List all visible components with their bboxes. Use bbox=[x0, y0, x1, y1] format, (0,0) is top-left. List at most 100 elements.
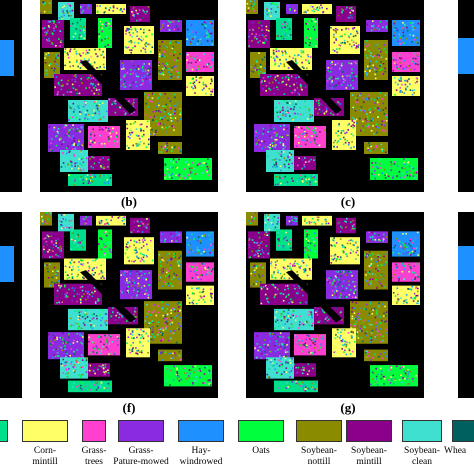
map-noise-pixel bbox=[376, 54, 379, 56]
map-noise-pixel bbox=[384, 305, 386, 308]
map-noise-pixel bbox=[211, 88, 214, 91]
map-noise-pixel bbox=[369, 273, 371, 275]
map-noise-pixel bbox=[176, 77, 179, 79]
map-noise-pixel bbox=[276, 89, 279, 92]
map-noise-pixel bbox=[370, 29, 373, 32]
map-noise-pixel bbox=[188, 238, 191, 241]
map-noise-pixel bbox=[162, 62, 164, 65]
map-noise-pixel bbox=[291, 284, 293, 287]
map-noise-pixel bbox=[313, 10, 315, 13]
map-noise-pixel bbox=[299, 107, 301, 109]
map-noise-pixel bbox=[45, 276, 48, 279]
map-noise-pixel bbox=[291, 216, 293, 218]
map-noise-pixel bbox=[402, 302, 405, 305]
map-noise-pixel bbox=[248, 246, 251, 249]
map-noise-pixel bbox=[99, 219, 101, 222]
map-noise-pixel bbox=[265, 234, 267, 237]
map-noise-pixel bbox=[401, 270, 404, 273]
map-noise-pixel bbox=[70, 248, 73, 250]
map-noise-pixel bbox=[97, 386, 99, 389]
map-noise-pixel bbox=[355, 45, 358, 47]
map-noise-pixel bbox=[382, 62, 385, 65]
map-noise-pixel bbox=[87, 60, 89, 63]
map-noise-pixel bbox=[294, 100, 297, 102]
map-noise-pixel bbox=[43, 6, 46, 8]
map-noise-pixel bbox=[277, 11, 279, 14]
map-noise-pixel bbox=[415, 57, 417, 60]
map-noise-pixel bbox=[82, 105, 85, 108]
map-noise-pixel bbox=[170, 108, 172, 110]
map-noise-pixel bbox=[371, 162, 373, 164]
map-noise-pixel bbox=[314, 21, 316, 23]
map-noise-pixel bbox=[351, 317, 353, 320]
map-noise-pixel bbox=[90, 140, 92, 142]
map-noise-pixel bbox=[88, 52, 90, 54]
map-noise-pixel bbox=[263, 67, 266, 69]
map-noise-pixel bbox=[359, 318, 362, 320]
map-noise-pixel bbox=[91, 65, 94, 67]
map-noise-pixel bbox=[335, 260, 337, 262]
map-noise-pixel bbox=[85, 371, 88, 373]
map-noise-pixel bbox=[52, 74, 55, 77]
map-noise-pixel bbox=[251, 219, 254, 222]
map-noise-pixel bbox=[368, 50, 371, 52]
map-noise-pixel bbox=[275, 340, 278, 342]
map-noise-pixel bbox=[75, 61, 78, 63]
map-noise-pixel bbox=[52, 248, 54, 250]
map-noise-pixel bbox=[176, 260, 179, 263]
map-noise-pixel bbox=[400, 80, 402, 82]
map-noise-pixel bbox=[310, 5, 312, 8]
map-noise-pixel bbox=[351, 14, 354, 16]
map-noise-pixel bbox=[278, 295, 281, 297]
map-noise-pixel bbox=[123, 75, 126, 78]
map-noise-pixel bbox=[88, 140, 91, 142]
map-noise-pixel bbox=[146, 125, 148, 128]
map-noise-pixel bbox=[127, 289, 129, 292]
map-noise-pixel bbox=[92, 259, 94, 262]
map-noise-pixel bbox=[293, 296, 295, 298]
map-noise-pixel bbox=[57, 280, 60, 282]
map-noise-pixel bbox=[361, 330, 363, 332]
map-noise-pixel bbox=[94, 164, 96, 167]
map-noise-pixel bbox=[403, 278, 406, 280]
map-noise-pixel bbox=[179, 113, 182, 116]
map-noise-pixel bbox=[210, 43, 212, 45]
map-noise-pixel bbox=[110, 251, 112, 254]
map-noise-pixel bbox=[119, 9, 121, 11]
map-noise-pixel bbox=[310, 311, 312, 313]
map-noise-pixel bbox=[343, 251, 345, 253]
map-noise-pixel bbox=[402, 52, 404, 54]
map-noise-pixel bbox=[367, 118, 369, 121]
map-noise-pixel bbox=[189, 285, 192, 288]
map-noise-pixel bbox=[164, 144, 167, 147]
map-noise-pixel bbox=[301, 159, 304, 161]
map-noise-pixel bbox=[114, 100, 117, 102]
map-noise-pixel bbox=[60, 214, 63, 216]
map-noise-pixel bbox=[188, 302, 191, 304]
map-noise-pixel bbox=[84, 360, 86, 363]
map-noise-pixel bbox=[293, 83, 295, 86]
map-noise-pixel bbox=[286, 239, 288, 242]
map-noise-pixel bbox=[71, 287, 74, 289]
map-noise-pixel bbox=[203, 295, 205, 298]
map-noise-pixel bbox=[54, 86, 56, 88]
map-noise-pixel bbox=[85, 49, 88, 52]
map-noise-pixel bbox=[192, 299, 195, 302]
map-noise-pixel bbox=[210, 93, 212, 96]
map-noise-pixel bbox=[351, 39, 353, 42]
map-noise-pixel bbox=[301, 66, 304, 68]
map-noise-pixel bbox=[348, 36, 350, 39]
map-noise-pixel bbox=[336, 258, 338, 261]
map-noise-pixel bbox=[277, 157, 279, 160]
map-noise-pixel bbox=[367, 149, 370, 151]
map-noise-pixel bbox=[308, 111, 310, 114]
map-noise-pixel bbox=[160, 117, 162, 119]
map-noise-pixel bbox=[404, 83, 407, 86]
map-noise-pixel bbox=[307, 256, 310, 259]
map-noise-pixel bbox=[198, 289, 200, 292]
map-noise-pixel bbox=[283, 296, 286, 298]
map-noise-pixel bbox=[262, 88, 264, 90]
map-noise-pixel bbox=[166, 131, 168, 134]
map-noise-pixel bbox=[355, 47, 358, 49]
map-noise-pixel bbox=[310, 313, 313, 316]
